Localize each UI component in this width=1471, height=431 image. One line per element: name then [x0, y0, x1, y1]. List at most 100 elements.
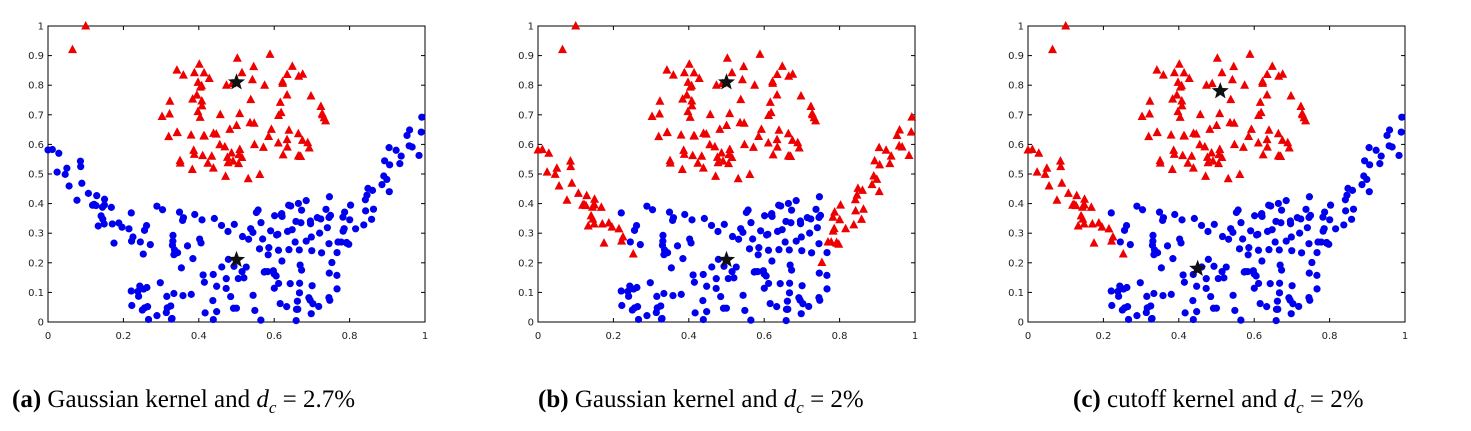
triangle-point: [187, 164, 197, 174]
circle-point: [308, 282, 316, 290]
circle-point: [1237, 219, 1245, 227]
circle-point: [200, 278, 208, 286]
circle-point: [653, 304, 661, 312]
circle-point: [648, 206, 657, 214]
triangle-point: [596, 202, 606, 211]
triangle-point: [1258, 149, 1268, 159]
circle-point: [1157, 264, 1165, 272]
y-tick-label: 0.9: [1008, 51, 1024, 62]
triangle-point: [724, 149, 734, 159]
circle-point: [741, 306, 749, 315]
triangle-point: [195, 112, 205, 121]
y-tick-label: 0.8: [28, 81, 44, 92]
triangle-point: [1172, 90, 1182, 99]
circle-point: [170, 251, 178, 259]
circle-point: [385, 188, 393, 196]
circle-point: [1377, 152, 1385, 160]
circle-point: [786, 261, 794, 269]
circle-point: [707, 221, 716, 230]
circle-point: [1344, 184, 1352, 192]
circle-point: [1231, 306, 1239, 315]
circle-point: [292, 316, 300, 325]
triangle-point: [1040, 169, 1050, 178]
circle-point: [352, 225, 360, 233]
circle-point: [325, 240, 333, 248]
circle-point: [405, 126, 414, 134]
y-tick-label: 0.8: [518, 81, 534, 92]
circle-point: [1121, 304, 1129, 312]
triangle-point: [722, 120, 732, 129]
circle-point: [346, 201, 355, 209]
circle-point: [773, 227, 782, 236]
triangle-point: [198, 150, 208, 160]
circle-point: [1288, 282, 1296, 290]
triangle-point: [750, 80, 760, 89]
cluster-center-star: [717, 250, 736, 268]
circle-point: [118, 223, 126, 231]
circle-point: [768, 210, 776, 218]
circle-point: [1181, 309, 1189, 317]
triangle-point: [665, 155, 675, 165]
triangle-point: [193, 106, 203, 116]
x-tick-label: 0.8: [1322, 331, 1338, 342]
triangle-point: [763, 138, 773, 147]
cluster-center-star: [227, 73, 246, 90]
triangle-point: [579, 199, 589, 208]
triangle-point: [772, 142, 782, 151]
circle-point: [1136, 279, 1144, 287]
circle-point: [307, 310, 315, 318]
triangle-point: [748, 142, 758, 151]
triangle-point: [1212, 53, 1222, 62]
triangle-point: [794, 142, 804, 152]
triangle-point: [1183, 158, 1193, 167]
circle-point: [144, 315, 153, 324]
triangle-point: [1195, 109, 1205, 119]
triangle-point: [1032, 167, 1042, 176]
triangle-point: [1264, 125, 1274, 134]
circle-point: [323, 224, 331, 232]
circle-point: [316, 229, 324, 237]
triangle-point: [1044, 181, 1054, 190]
circle-point: [100, 195, 109, 203]
triangle-point: [542, 167, 552, 176]
circle-point: [734, 235, 743, 243]
circle-point: [127, 209, 135, 217]
circle-point: [764, 246, 773, 254]
triangle-point: [1212, 120, 1222, 129]
circle-point: [730, 274, 738, 282]
circle-point: [775, 201, 783, 209]
x-tick-label: 1: [912, 331, 918, 342]
triangle-point: [1284, 142, 1294, 152]
triangle-point: [788, 69, 798, 78]
triangle-point: [1089, 238, 1099, 247]
triangle-point: [739, 139, 749, 149]
circle-point: [1218, 268, 1226, 276]
triangle-point: [774, 125, 784, 134]
triangle-point: [304, 142, 314, 152]
circle-point: [626, 238, 634, 246]
circle-point: [703, 308, 711, 316]
triangle-point: [705, 139, 715, 149]
triangle-point: [1226, 94, 1236, 104]
caption-var: d: [256, 386, 269, 413]
circle-point: [213, 282, 221, 290]
circle-point: [782, 217, 790, 226]
circle-point: [1293, 214, 1301, 222]
circle-point: [65, 182, 73, 190]
triangle-point: [1207, 148, 1217, 157]
circle-point: [1271, 238, 1279, 246]
triangle-point: [851, 205, 861, 215]
caption-label: (b): [538, 386, 569, 413]
circle-point: [325, 213, 333, 222]
circle-point: [1282, 237, 1290, 245]
triangle-point: [1277, 135, 1287, 144]
triangle-point: [172, 127, 182, 137]
circle-point: [1250, 284, 1258, 292]
circle-point: [708, 263, 716, 271]
triangle-point: [1253, 138, 1263, 147]
triangle-point: [197, 100, 207, 110]
triangle-point: [1158, 70, 1168, 79]
circle-point: [302, 197, 310, 205]
triangle-point: [273, 138, 283, 147]
circle-point: [679, 255, 687, 263]
